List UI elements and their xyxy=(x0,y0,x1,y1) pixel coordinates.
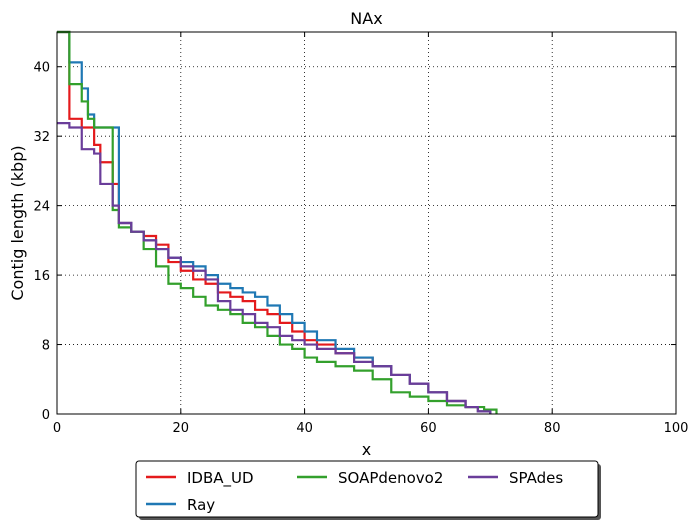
legend: IDBA_UD Ray SOAPdenovo2 SPAdes xyxy=(135,460,601,520)
y-tick-label: 32 xyxy=(33,130,50,145)
y-tick-label: 24 xyxy=(33,200,50,215)
x-tick-label: 100 xyxy=(664,421,689,436)
x-axis-ticks: 0 20 40 60 80 100 xyxy=(53,32,689,436)
x-tick-label: 0 xyxy=(53,421,61,436)
y-tick-label: 0 xyxy=(42,408,50,423)
legend-label-spades: SPAdes xyxy=(509,469,563,487)
y-axis-label: Contig length (kbp) xyxy=(8,145,27,300)
x-tick-label: 60 xyxy=(420,421,437,436)
x-tick-label: 40 xyxy=(296,421,313,436)
series-line-soapdenovo2 xyxy=(57,30,498,414)
plot-frame xyxy=(56,31,677,415)
y-tick-label: 40 xyxy=(33,61,50,76)
y-axis-ticks: 0 8 16 24 32 40 xyxy=(33,61,676,423)
legend-label-soapdenovo2: SOAPdenovo2 xyxy=(338,469,443,487)
series-line-spades xyxy=(57,122,492,414)
x-axis-label: x xyxy=(362,440,371,459)
series-layer xyxy=(57,30,498,414)
chart-title: NAx xyxy=(350,9,382,28)
y-tick-label: 8 xyxy=(42,339,50,354)
legend-box xyxy=(135,460,599,518)
legend-label-idba_ud: IDBA_UD xyxy=(187,469,254,488)
y-tick-label: 16 xyxy=(33,269,50,284)
legend-label-ray: Ray xyxy=(187,496,215,514)
x-tick-label: 80 xyxy=(544,421,561,436)
x-tick-label: 20 xyxy=(173,421,190,436)
